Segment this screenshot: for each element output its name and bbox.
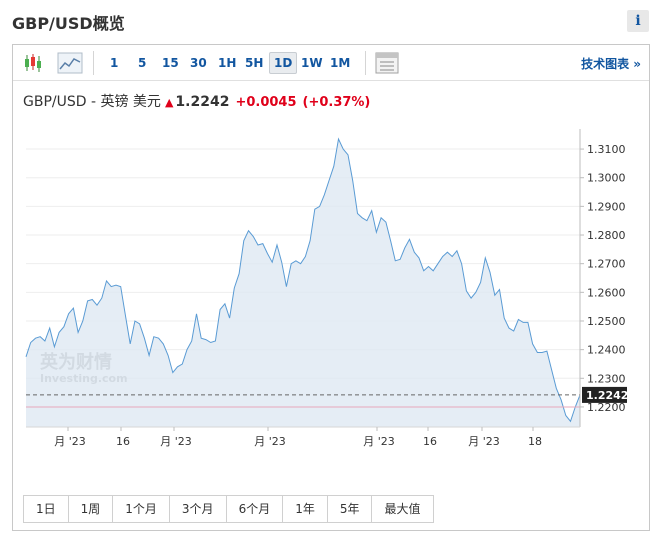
range-1y[interactable]: 1年 [283,496,328,522]
interval-5h[interactable]: 5H [245,56,264,70]
y-tick-label: 1.3000 [587,172,626,185]
x-tick-label: 月 '23 [160,435,192,448]
price-change-percent: (+0.37%) [302,95,371,110]
technical-chart-link[interactable]: 技术图表 » [581,57,641,71]
y-tick-label: 1.2800 [587,229,626,242]
x-tick-label: 16 [116,435,130,448]
quote-line: GBP/USD - 英镑 美元 ▲ 1.2242 +0.0045 (+0.37%) [23,91,370,111]
range-3m[interactable]: 3个月 [169,496,227,522]
range-6m[interactable]: 6个月 [226,496,284,522]
up-arrow-icon: ▲ [164,96,174,109]
y-tick-label: 1.2200 [587,401,626,414]
toolbar-separator [93,51,94,75]
range-1w[interactable]: 1周 [68,496,114,522]
y-tick-label: 1.2600 [587,286,626,299]
info-button[interactable]: i [627,10,649,32]
x-tick-label: 16 [423,435,437,448]
page-title: GBP/USD概览 [12,14,125,33]
x-tick-label: 月 '23 [363,435,395,448]
last-price-tag-label: 1.2242 [586,389,628,402]
y-tick-label: 1.2700 [587,258,626,271]
price-area [26,139,580,427]
candlestick-icon[interactable] [21,52,45,74]
y-tick-label: 1.2300 [587,372,626,385]
interval-15[interactable]: 15 [162,56,179,70]
y-tick-label: 1.2500 [587,315,626,328]
interval-1m[interactable]: 1M [330,56,351,70]
range-selector: 1日 1周 1个月 3个月 6个月 1年 5年 最大值 [23,495,434,523]
toolbar-separator [365,51,366,75]
price-chart[interactable]: 英为财情Investing.com1.22001.23001.24001.250… [13,121,649,461]
chart-toolbar: 1 5 15 30 1H 5H 1D 1W 1M 技术图表 » [13,45,649,81]
x-tick-label: 月 '23 [254,435,286,448]
price-change: +0.0045 [235,95,297,110]
last-price: 1.2242 [175,94,230,110]
last-price-tag [582,386,627,403]
chart-widget: 1 5 15 30 1H 5H 1D 1W 1M 技术图表 » GBP/USD … [12,44,650,531]
interval-5[interactable]: 5 [138,56,147,70]
interval-1w[interactable]: 1W [301,56,323,70]
y-tick-label: 1.2400 [587,344,626,357]
range-5y[interactable]: 5年 [327,496,373,522]
x-tick-label: 月 '23 [468,435,500,448]
table-icon[interactable] [375,52,399,74]
interval-30[interactable]: 30 [190,56,207,70]
range-max[interactable]: 最大值 [372,496,433,522]
interval-1d[interactable]: 1D [269,52,298,74]
area-chart-icon[interactable] [57,52,83,74]
y-tick-label: 1.2900 [587,200,626,213]
interval-1[interactable]: 1 [110,56,119,70]
instrument-name: GBP/USD - 英镑 美元 [23,94,161,110]
x-tick-label: 18 [528,435,542,448]
price-line [25,137,581,423]
interval-1h[interactable]: 1H [218,56,237,70]
range-1m[interactable]: 1个月 [113,496,170,522]
x-tick-label: 月 '23 [54,435,86,448]
range-1d[interactable]: 1日 [24,496,69,522]
y-tick-label: 1.3100 [587,143,626,156]
